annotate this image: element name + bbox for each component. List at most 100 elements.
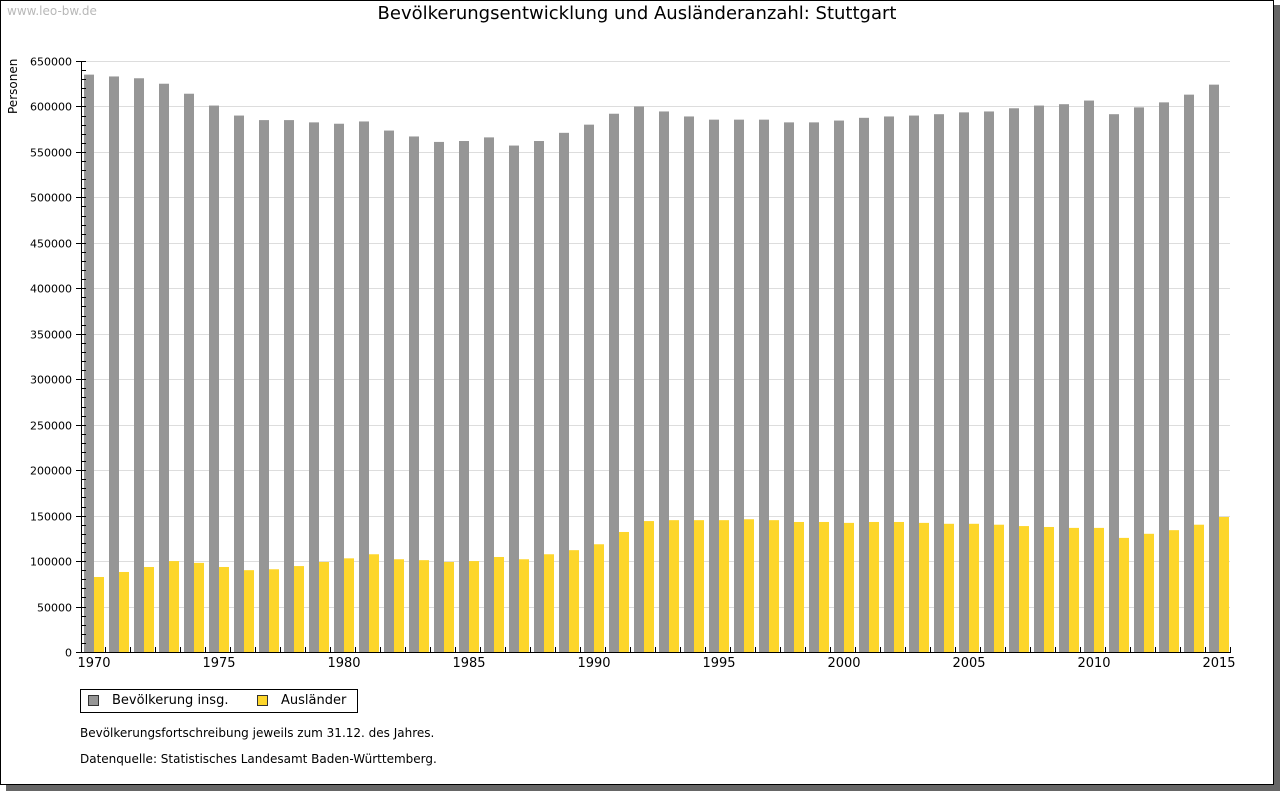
bar-total: [584, 124, 594, 652]
y-tick-label: 550000: [30, 147, 72, 160]
y-tick-label: 0: [65, 647, 72, 660]
bar-total: [1084, 100, 1094, 653]
bar-foreign: [119, 571, 129, 652]
y-tick-label: 200000: [30, 465, 72, 478]
bar-foreign: [919, 522, 929, 652]
bar-total: [1209, 84, 1219, 652]
bar-foreign: [144, 566, 154, 652]
bar-total: [834, 120, 844, 652]
bar-total: [659, 111, 669, 653]
bar-total: [1009, 108, 1019, 652]
y-tick-label: 400000: [30, 283, 72, 296]
bar-foreign: [844, 522, 854, 652]
bar-total: [109, 76, 119, 653]
bar-total: [884, 116, 894, 652]
bars: [84, 74, 1229, 653]
bar-foreign: [219, 566, 229, 652]
bar-foreign: [244, 570, 254, 652]
bar-foreign: [869, 521, 879, 652]
bar-foreign: [1194, 524, 1204, 652]
y-tick-label: 650000: [30, 56, 72, 69]
bar-total: [984, 111, 994, 653]
bar-total: [1184, 94, 1194, 652]
bar-foreign: [819, 521, 829, 652]
bar-foreign: [969, 523, 979, 652]
bar-foreign: [344, 558, 354, 652]
y-tick-label: 500000: [30, 192, 72, 205]
bar-foreign: [269, 569, 279, 652]
bar-total: [809, 122, 819, 653]
legend-label-foreign: Ausländer: [281, 693, 347, 708]
bar-foreign: [369, 554, 379, 652]
bar-foreign: [294, 566, 304, 652]
bar-foreign: [669, 520, 679, 652]
bar-foreign: [1094, 527, 1104, 652]
bar-total: [559, 132, 569, 652]
bar-total: [284, 120, 294, 653]
bar-total: [309, 122, 319, 653]
bar-foreign: [544, 554, 554, 652]
y-tick-label: 50000: [37, 602, 72, 615]
bar-total: [784, 122, 794, 653]
bar-foreign: [744, 519, 754, 652]
x-tick-label: 2015: [1202, 656, 1235, 671]
bar-total: [134, 78, 144, 652]
bar-total: [159, 83, 169, 652]
bar-total: [709, 119, 719, 652]
source-watermark: www.leo-bw.de: [7, 4, 97, 18]
bar-foreign: [719, 520, 729, 652]
axes: [76, 61, 1231, 653]
bar-total: [1134, 107, 1144, 652]
legend-label-total: Bevölkerung insg.: [112, 693, 229, 708]
bar-total: [484, 137, 494, 653]
bar-total: [184, 93, 194, 653]
chart-title: Bevölkerungsentwicklung und Ausländeranz…: [377, 3, 897, 24]
bar-foreign: [994, 524, 1004, 652]
y-tick-label: 250000: [30, 420, 72, 433]
legend-swatch-foreign: [257, 695, 268, 706]
bar-total: [334, 123, 344, 652]
bar-total: [934, 114, 944, 652]
x-tick-label: 2005: [952, 656, 985, 671]
bar-foreign: [619, 531, 629, 652]
bar-total: [384, 130, 394, 652]
bar-total: [759, 119, 769, 652]
bar-total: [359, 121, 369, 652]
legend: Bevölkerung insg. Ausländer: [80, 689, 358, 713]
bar-foreign: [169, 561, 179, 652]
bar-total: [459, 141, 469, 652]
y-tick-labels: 0 50000 100000 150000 200000 250000 300000 3500…: [30, 56, 72, 660]
legend-item-total: Bevölkerung insg.: [88, 693, 228, 708]
bar-total: [1034, 105, 1044, 652]
bar-foreign: [894, 521, 904, 652]
bar-total: [734, 119, 744, 652]
bar-foreign: [944, 523, 954, 652]
bar-total: [234, 115, 244, 653]
bar-foreign: [594, 544, 604, 652]
bar-foreign: [794, 521, 804, 652]
bar-foreign: [394, 559, 404, 652]
bar-total: [859, 117, 869, 653]
bar-foreign: [569, 550, 579, 652]
bar-foreign: [769, 520, 779, 652]
y-tick-label: 150000: [30, 511, 72, 524]
x-tick-label: 1970: [77, 656, 110, 671]
x-tick-label: 1985: [452, 656, 485, 671]
x-tick-label: 1995: [702, 656, 735, 671]
footnote: Bevölkerungsfortschreibung jeweils zum 3…: [80, 726, 435, 740]
bar-total: [909, 115, 919, 653]
bar-foreign: [494, 556, 504, 652]
legend-swatch-total: [88, 695, 99, 706]
legend-item-foreign: Ausländer: [257, 693, 346, 708]
y-tick-label: 350000: [30, 329, 72, 342]
bar-foreign: [319, 561, 329, 652]
bar-foreign: [419, 560, 429, 652]
bar-foreign: [1119, 537, 1129, 652]
bar-total: [209, 105, 219, 652]
bar-total: [1159, 102, 1169, 653]
bar-total: [434, 141, 444, 652]
bar-foreign: [644, 521, 654, 652]
bar-foreign: [1019, 526, 1029, 652]
bar-foreign: [1144, 533, 1154, 652]
bar-foreign: [469, 561, 479, 652]
